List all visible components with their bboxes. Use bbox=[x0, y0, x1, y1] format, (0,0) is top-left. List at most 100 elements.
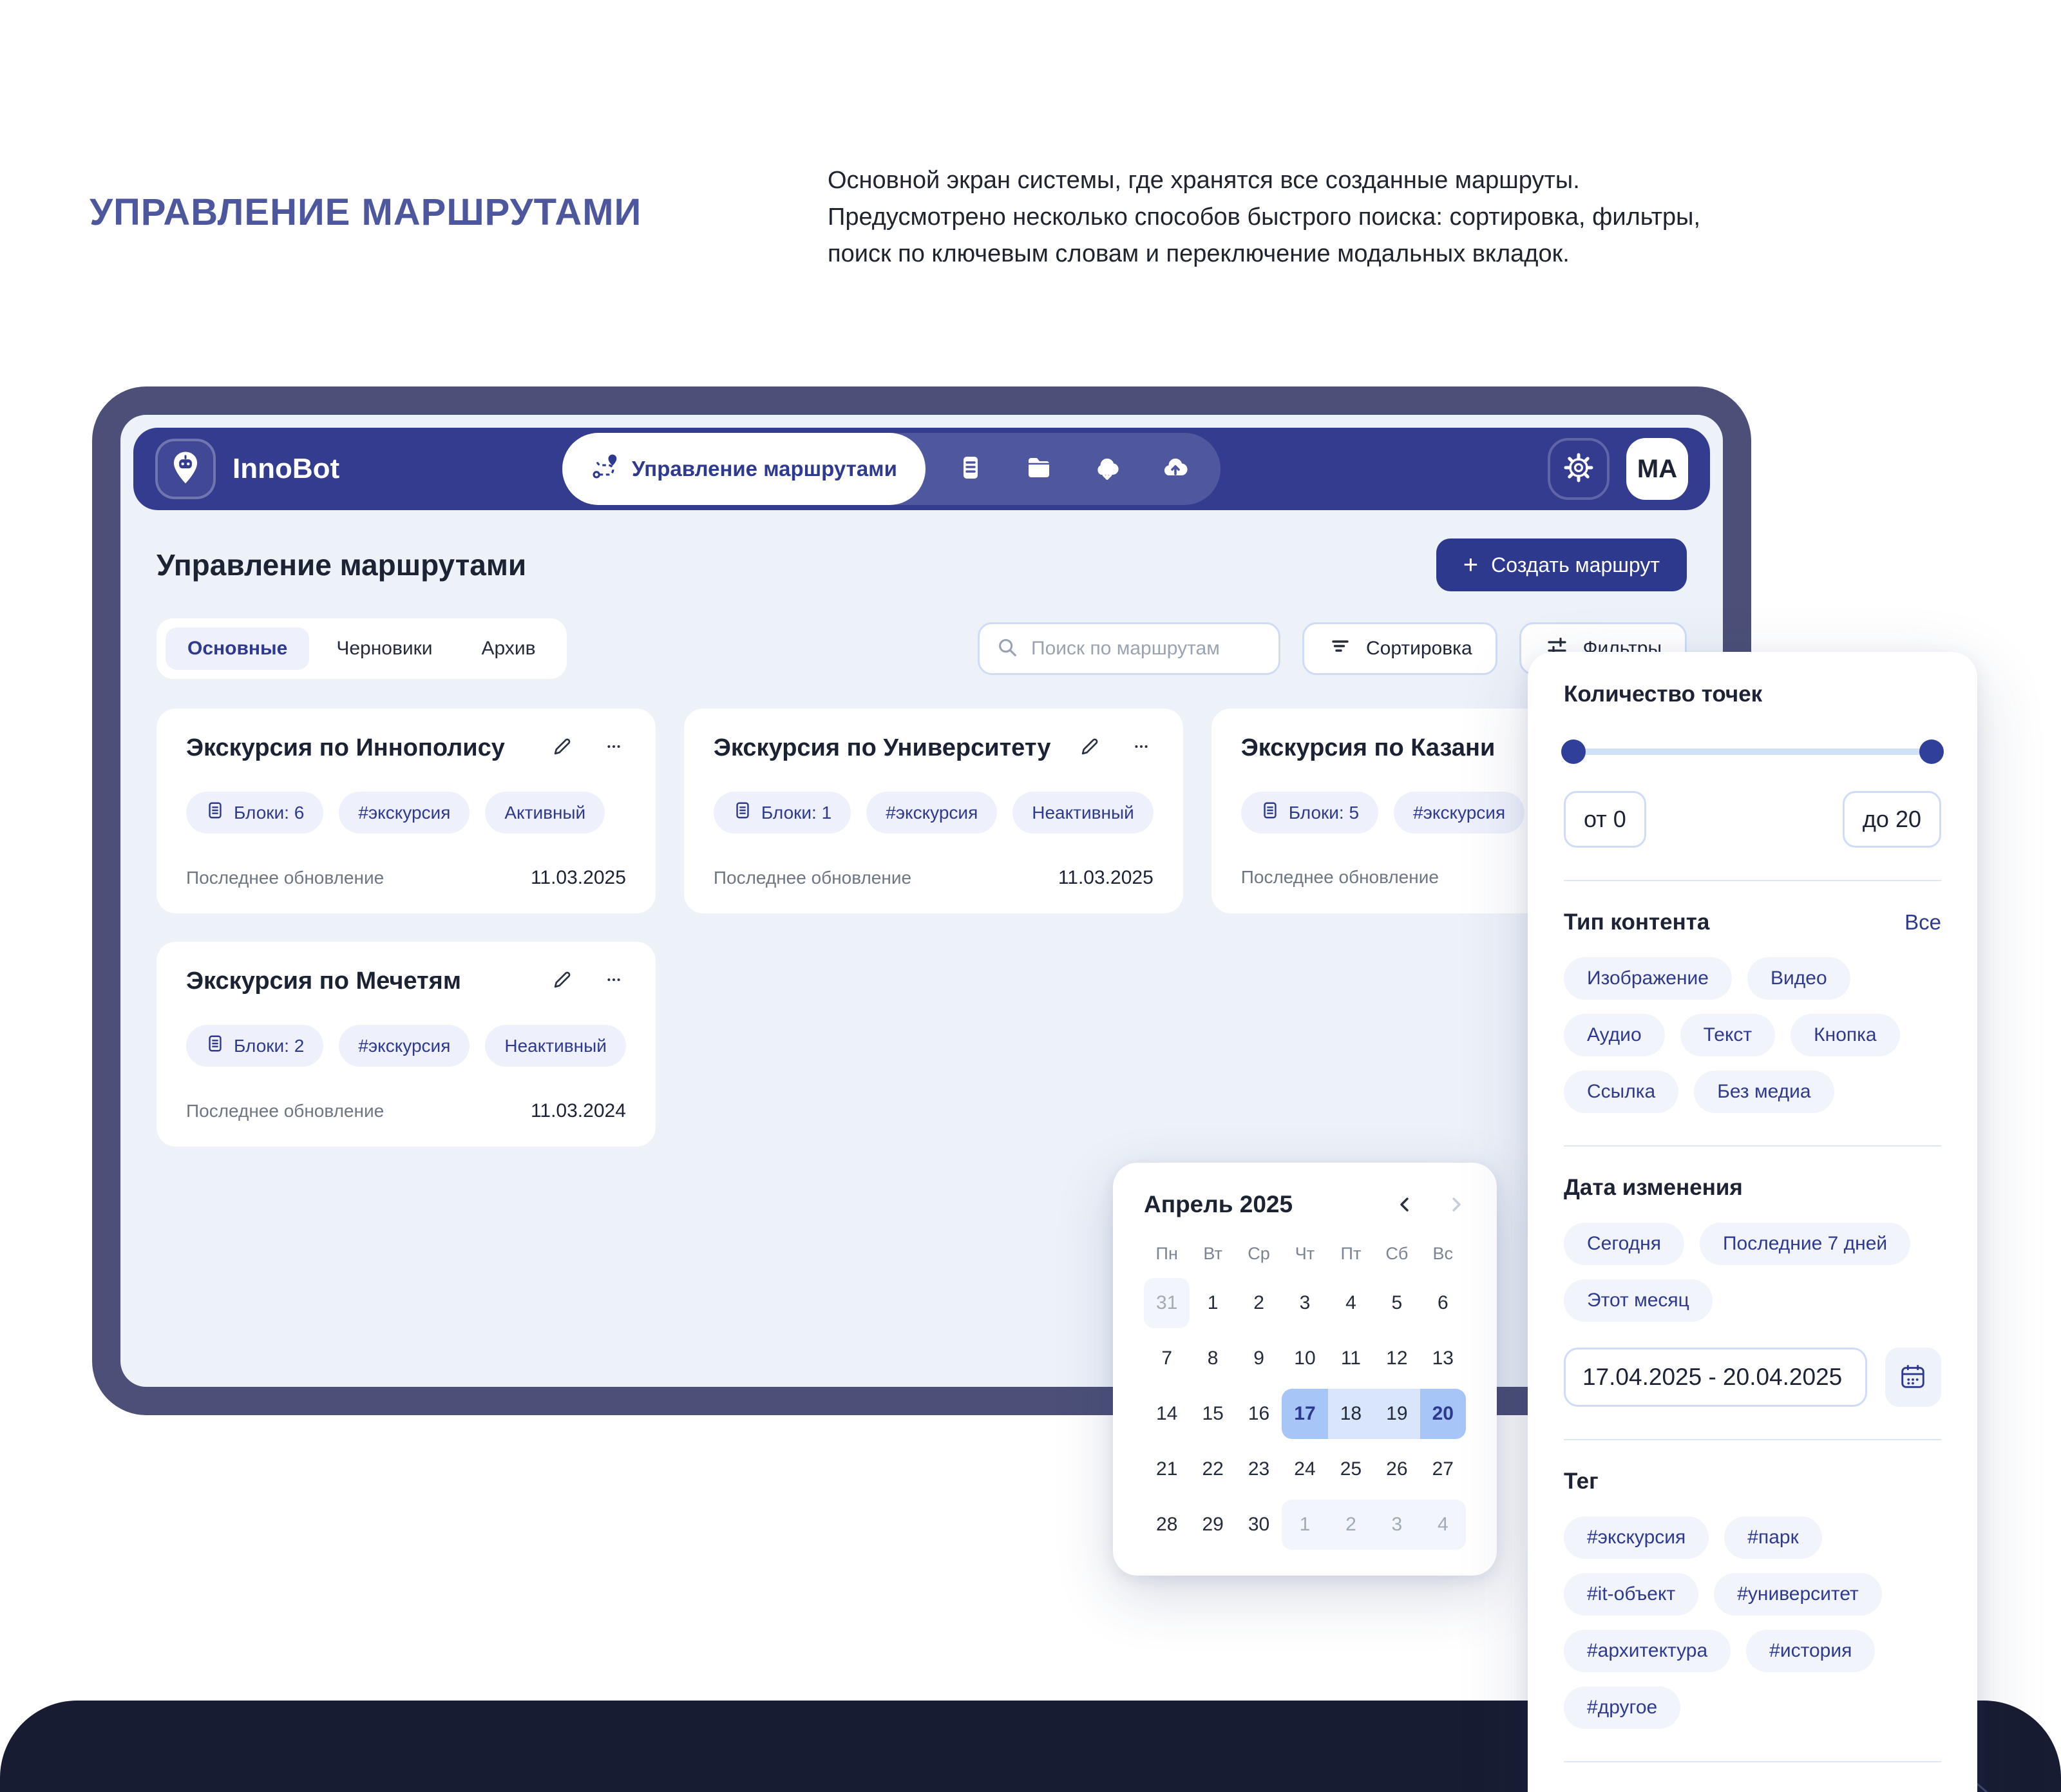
calendar-day[interactable]: 8 bbox=[1207, 1348, 1219, 1369]
calendar-day[interactable]: 12 bbox=[1386, 1348, 1408, 1369]
calendar-day[interactable]: 31 bbox=[1144, 1278, 1190, 1328]
route-card[interactable]: Экскурсия по Университету Блоки: 1 #экскур… bbox=[683, 709, 1183, 913]
nav-routes-list-icon[interactable] bbox=[945, 443, 996, 495]
nav-cloud-upload-icon[interactable] bbox=[1150, 443, 1201, 495]
card-badges: Блоки: 2 #экскурсия Неактивный bbox=[186, 1025, 626, 1067]
user-avatar[interactable]: MA bbox=[1626, 438, 1688, 500]
tab-drafts[interactable]: Черновики bbox=[314, 627, 454, 670]
calendar-day[interactable]: 16 bbox=[1248, 1403, 1270, 1424]
calendar-day[interactable]: 25 bbox=[1340, 1458, 1362, 1480]
date-range-input[interactable]: 17.04.2025 - 20.04.2025 bbox=[1564, 1348, 1867, 1407]
calendar-day[interactable]: 11 bbox=[1340, 1348, 1361, 1369]
calendar-day[interactable]: 29 bbox=[1202, 1514, 1224, 1535]
tag-chip-4[interactable]: #архитектура bbox=[1564, 1630, 1731, 1672]
calendar-day[interactable]: 2 bbox=[1327, 1500, 1374, 1550]
blocks-icon bbox=[205, 801, 225, 825]
calendar-day[interactable]: 1 bbox=[1207, 1292, 1219, 1313]
tag-chip-2[interactable]: #it-объект bbox=[1564, 1573, 1699, 1616]
points-from-input[interactable]: от 0 bbox=[1564, 791, 1646, 848]
calendar-day[interactable]: 5 bbox=[1391, 1292, 1403, 1313]
search-input[interactable] bbox=[1030, 637, 1263, 660]
content-type-chip-1[interactable]: Видео bbox=[1747, 957, 1850, 1000]
calendar-day[interactable]: 9 bbox=[1253, 1348, 1264, 1369]
content-type-chip-5[interactable]: Ссылка bbox=[1564, 1071, 1679, 1113]
calendar-day[interactable]: 21 bbox=[1156, 1458, 1178, 1480]
route-card[interactable]: Экскурсия по Иннополису Блоки: 6 #экскурси… bbox=[157, 709, 656, 913]
calendar-day[interactable]: 15 bbox=[1202, 1403, 1224, 1424]
innobot-pin-icon bbox=[167, 450, 204, 489]
calendar-day[interactable]: 20 bbox=[1420, 1389, 1466, 1439]
intro-heading: УПРАВЛЕНИЕ МАРШРУТАМИ bbox=[90, 191, 642, 233]
content-type-chip-4[interactable]: Кнопка bbox=[1790, 1014, 1900, 1056]
calendar-day[interactable]: 23 bbox=[1248, 1458, 1270, 1480]
slider-handle-min[interactable] bbox=[1561, 739, 1586, 764]
tab-archive[interactable]: Архив bbox=[460, 627, 558, 670]
calendar-day[interactable]: 14 bbox=[1156, 1403, 1178, 1424]
date-preset-chip-1[interactable]: Последние 7 дней bbox=[1699, 1223, 1911, 1265]
calendar-month-label: Апрель 2025 bbox=[1144, 1191, 1293, 1217]
calendar-day[interactable]: 28 bbox=[1156, 1514, 1178, 1535]
content-type-chip-6[interactable]: Без медиа bbox=[1694, 1071, 1834, 1113]
open-calendar-button[interactable] bbox=[1885, 1348, 1941, 1407]
calendar-day[interactable]: 1 bbox=[1282, 1500, 1328, 1550]
calendar-day[interactable]: 19 bbox=[1374, 1389, 1420, 1439]
calendar-day[interactable]: 10 bbox=[1294, 1348, 1316, 1369]
calendar-day[interactable]: 3 bbox=[1299, 1292, 1311, 1313]
tag-badge: #экскурсия bbox=[866, 792, 998, 834]
calendar-day[interactable]: 27 bbox=[1432, 1458, 1454, 1480]
calendar-day[interactable]: 24 bbox=[1294, 1458, 1316, 1480]
date-preset-chip-0[interactable]: Сегодня bbox=[1564, 1223, 1684, 1265]
date-preset-chip-2[interactable]: Этот месяц bbox=[1564, 1279, 1713, 1322]
card-menu-button[interactable] bbox=[602, 967, 626, 994]
nav-folder-icon[interactable] bbox=[1013, 443, 1065, 495]
tab-main[interactable]: Основные bbox=[166, 627, 310, 670]
content-type-chip-2[interactable]: Аудио bbox=[1564, 1014, 1665, 1056]
calendar-day[interactable]: 13 bbox=[1432, 1348, 1454, 1369]
sort-button[interactable]: Сортировка bbox=[1302, 622, 1497, 675]
calendar-day[interactable]: 2 bbox=[1253, 1292, 1264, 1313]
content-type-all-link[interactable]: Все bbox=[1904, 910, 1941, 934]
calendar-day[interactable]: 18 bbox=[1327, 1389, 1374, 1439]
tag-chip-1[interactable]: #парк bbox=[1724, 1516, 1822, 1559]
tag-chip-6[interactable]: #другое bbox=[1564, 1686, 1681, 1729]
calendar-day[interactable]: 22 bbox=[1202, 1458, 1224, 1480]
tag-section-title: Тег bbox=[1564, 1469, 1599, 1494]
nav-cloud-download-icon[interactable] bbox=[1081, 443, 1133, 495]
nav-item-route-management[interactable]: Управление маршрутами bbox=[562, 433, 926, 505]
create-route-button[interactable]: + Создать маршрут bbox=[1436, 539, 1687, 591]
calendar-next-button[interactable] bbox=[1445, 1194, 1466, 1215]
updated-label: Последнее обновление bbox=[186, 1101, 385, 1121]
edit-route-button[interactable] bbox=[550, 967, 575, 994]
calendar-day[interactable]: 4 bbox=[1345, 1292, 1356, 1313]
blocks-badge-label: Блоки: 5 bbox=[1288, 802, 1360, 823]
route-card[interactable]: Экскурсия по Мечетям Блоки: 2 #экскурсия Не… bbox=[157, 942, 656, 1147]
calendar-day[interactable]: 6 bbox=[1437, 1292, 1448, 1313]
card-menu-button[interactable] bbox=[602, 734, 626, 761]
ellipsis-icon bbox=[602, 734, 626, 761]
weekday-label: Вт bbox=[1203, 1244, 1222, 1263]
tag-chip-5[interactable]: #история bbox=[1746, 1630, 1876, 1672]
tag-chips: #экскурсия #парк #it-объект #университет #ар… bbox=[1564, 1516, 1941, 1729]
settings-button[interactable] bbox=[1548, 438, 1610, 500]
points-to-input[interactable]: до 20 bbox=[1842, 791, 1941, 848]
content-area: Управление маршрутами + Создать маршрут … bbox=[120, 510, 1723, 1147]
calendar-day[interactable]: 7 bbox=[1161, 1348, 1173, 1369]
route-card-title: Экскурсия по Университету bbox=[713, 734, 1051, 761]
blocks-icon bbox=[205, 1034, 225, 1058]
calendar-day[interactable]: 4 bbox=[1420, 1500, 1466, 1550]
card-header: Экскурсия по Казани bbox=[1241, 734, 1681, 762]
calendar-day[interactable]: 26 bbox=[1386, 1458, 1408, 1480]
edit-route-button[interactable] bbox=[1078, 734, 1102, 761]
blocks-badge-label: Блоки: 2 bbox=[234, 1035, 305, 1056]
content-type-chip-0[interactable]: Изображение bbox=[1564, 957, 1732, 1000]
calendar-day[interactable]: 30 bbox=[1248, 1514, 1270, 1535]
calendar-day[interactable]: 17 bbox=[1282, 1389, 1328, 1439]
calendar-day[interactable]: 3 bbox=[1374, 1500, 1420, 1550]
card-menu-button[interactable] bbox=[1129, 734, 1154, 761]
tag-chip-3[interactable]: #университет bbox=[1714, 1573, 1882, 1616]
slider-handle-max[interactable] bbox=[1919, 739, 1944, 764]
calendar-prev-button[interactable] bbox=[1395, 1194, 1416, 1215]
tag-chip-0[interactable]: #экскурсия bbox=[1564, 1516, 1709, 1559]
content-type-chip-3[interactable]: Текст bbox=[1680, 1014, 1776, 1056]
edit-route-button[interactable] bbox=[550, 734, 575, 761]
